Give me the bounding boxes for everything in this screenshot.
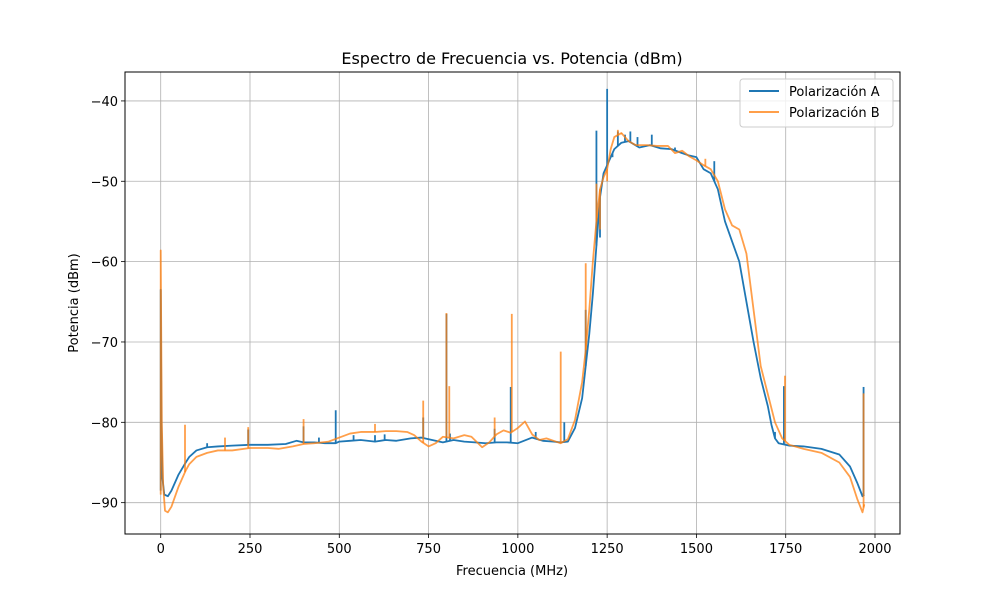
chart-title: Espectro de Frecuencia vs. Potencia (dBm… (341, 49, 682, 68)
x-axis-ticks: 0 250 500 750 1000 1250 1500 1750 2000 (157, 534, 892, 557)
x-tick-label: 1250 (591, 542, 624, 557)
x-tick-label: 250 (238, 542, 263, 557)
series-line (159, 132, 866, 514)
x-tick-label: 1500 (680, 542, 713, 557)
legend-label-a: Polarización A (789, 85, 880, 100)
legend: Polarización A Polarización B (739, 78, 894, 128)
y-tick-label: −50 (91, 175, 118, 190)
y-tick-label: −70 (91, 336, 118, 351)
y-tick-label: −90 (91, 497, 118, 512)
x-tick-label: 750 (416, 542, 441, 557)
series-b (159, 129, 866, 514)
y-axis-ticks: −90 −80 −70 −60 −50 −40 (91, 95, 125, 512)
plot-frame (124, 71, 901, 535)
x-tick-label: 0 (157, 542, 165, 557)
x-tick-label: 2000 (858, 542, 891, 557)
y-axis-label: Potencia (dBm) (67, 253, 82, 353)
x-tick-label: 500 (327, 542, 352, 557)
y-tick-label: −80 (91, 416, 118, 431)
legend-label-b: Polarización B (789, 106, 880, 121)
y-tick-label: −60 (91, 256, 118, 271)
x-tick-label: 1000 (501, 542, 534, 557)
y-tick-label: −40 (91, 95, 118, 110)
x-tick-label: 1750 (769, 542, 802, 557)
series-layer (159, 88, 866, 514)
x-axis-label: Frecuencia (MHz) (456, 564, 568, 579)
plot-area: 0 250 500 750 1000 1250 1500 1750 2000 −90 −80 −70… (91, 71, 901, 557)
